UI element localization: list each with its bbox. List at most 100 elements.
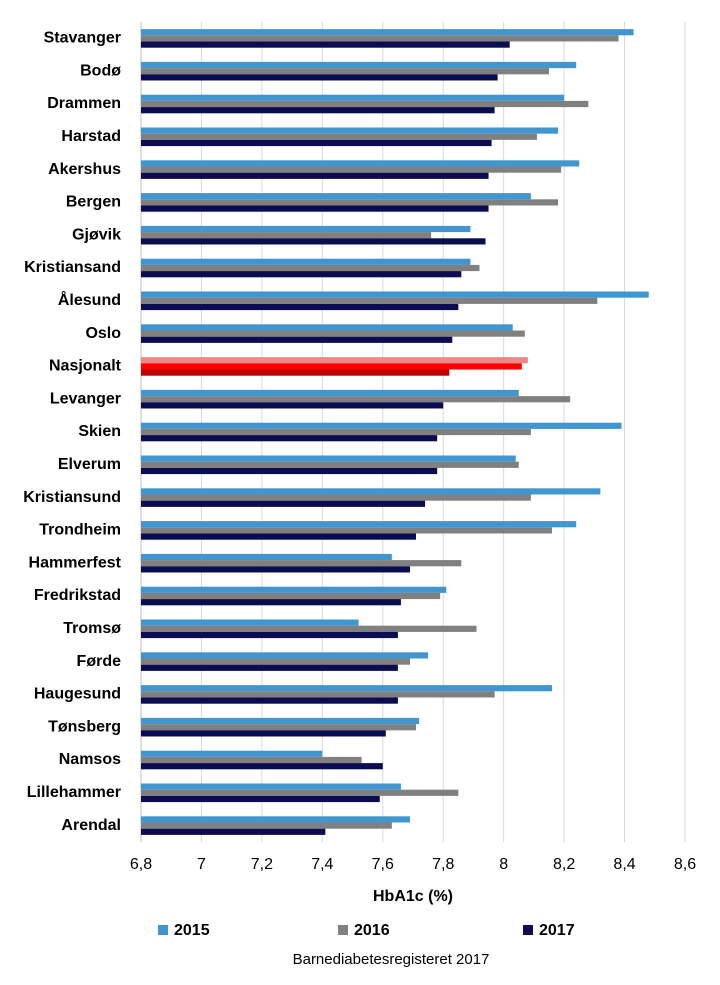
bar (141, 789, 459, 796)
y-tick-label: Tromsø (63, 620, 121, 637)
y-tick-label: Førde (77, 653, 122, 670)
bar (141, 533, 417, 540)
bar (141, 396, 571, 403)
bar (141, 271, 462, 278)
y-tick-label: Oslo (85, 325, 121, 342)
bar (141, 828, 326, 835)
bar (141, 658, 410, 665)
bar (141, 402, 444, 409)
bar (141, 297, 598, 304)
source-note: Barnediabetesregisteret 2017 (293, 951, 490, 968)
bar (141, 363, 522, 370)
y-tick-label: Gjøvik (72, 226, 121, 243)
y-tick-label: Bodø (80, 62, 121, 79)
x-tick-label: 8 (499, 856, 508, 873)
bar (141, 527, 553, 534)
legend-label: 2016 (354, 922, 390, 939)
bar (141, 500, 426, 507)
bar (141, 691, 495, 698)
bar (141, 631, 398, 639)
bar (141, 652, 429, 659)
bar (141, 336, 453, 343)
bar (141, 199, 559, 206)
bar (141, 61, 577, 69)
bar (141, 324, 513, 331)
bar (141, 291, 649, 298)
bar (141, 599, 401, 606)
bar (141, 127, 559, 134)
bar (141, 94, 565, 101)
bar (141, 730, 386, 737)
x-tick-label: 7,4 (311, 856, 333, 873)
bar (141, 724, 417, 731)
bar (141, 461, 519, 468)
y-tick-label: Nasjonalt (49, 358, 122, 375)
x-tick-label: 8,6 (674, 856, 696, 873)
x-tick-label: 7,2 (251, 856, 273, 873)
y-tick-label: Drammen (47, 95, 121, 112)
legend-label: 2017 (539, 922, 575, 939)
y-tick-label: Trondheim (39, 522, 121, 539)
x-tick-label: 8,4 (613, 856, 635, 873)
bar (141, 68, 549, 75)
legend-swatch (158, 925, 168, 935)
x-tick-label: 7 (197, 856, 206, 873)
bar (141, 553, 392, 561)
bar (141, 41, 510, 48)
x-tick-label: 8,2 (553, 856, 575, 873)
bar (141, 303, 459, 311)
bar (141, 664, 398, 671)
bar (141, 35, 619, 42)
bar (141, 205, 489, 212)
y-tick-label: Kristiansand (24, 259, 121, 276)
y-tick-label: Harstad (61, 128, 121, 145)
bar (141, 795, 380, 803)
bar (141, 232, 432, 239)
bar (141, 264, 480, 272)
bar (141, 100, 589, 108)
bar (141, 139, 492, 147)
y-tick-label: Akershus (48, 161, 121, 178)
bar (141, 422, 622, 429)
x-tick-label: 6,8 (130, 856, 152, 873)
bar (141, 560, 462, 567)
bar (141, 166, 562, 173)
y-tick-label: Elverum (58, 456, 121, 473)
bar (141, 822, 392, 829)
bar (141, 467, 438, 475)
bar (141, 107, 495, 114)
bar (141, 494, 531, 501)
bar (141, 763, 383, 770)
bar (141, 160, 580, 167)
bar (141, 258, 471, 265)
bar (141, 619, 359, 626)
bar (141, 717, 420, 725)
bar (141, 193, 531, 200)
y-tick-label: Fredrikstad (34, 587, 121, 604)
bar (141, 783, 401, 790)
bar (141, 625, 477, 632)
bar (141, 29, 634, 36)
bar (141, 750, 323, 757)
bar (141, 330, 525, 337)
bar (141, 225, 471, 233)
bar (141, 74, 498, 81)
x-tick-label: 7,8 (432, 856, 454, 873)
bar (141, 566, 410, 573)
bar (141, 586, 447, 593)
bar (141, 428, 531, 436)
bar (141, 697, 398, 704)
bar (141, 357, 528, 364)
y-tick-label: Bergen (66, 194, 121, 211)
bar (141, 756, 362, 764)
y-tick-label: Ålesund (58, 290, 121, 309)
x-tick-label: 7,6 (372, 856, 394, 873)
bar (141, 133, 537, 140)
y-tick-label: Arendal (61, 817, 121, 834)
bar (141, 238, 486, 245)
y-tick-label: Kristiansund (23, 489, 121, 506)
bar (141, 455, 516, 462)
bar (141, 592, 441, 600)
x-axis-title: HbA1c (%) (373, 888, 453, 905)
